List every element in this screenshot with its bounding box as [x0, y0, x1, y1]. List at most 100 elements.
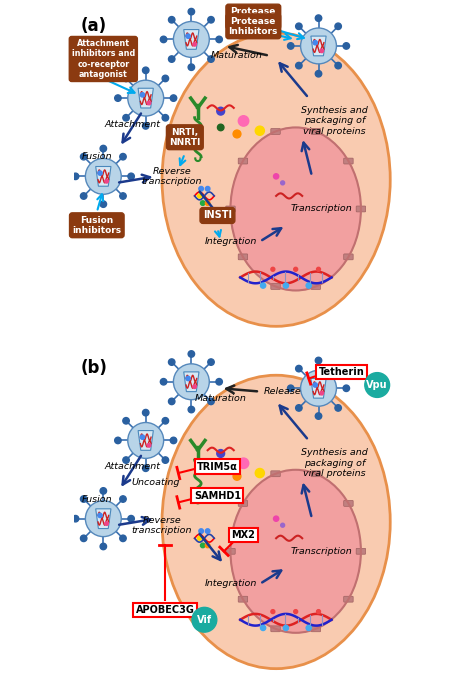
Text: Fusion: Fusion — [82, 494, 112, 503]
Circle shape — [123, 457, 129, 463]
Text: (b): (b) — [81, 359, 108, 377]
Circle shape — [98, 171, 102, 175]
Circle shape — [296, 366, 302, 372]
Circle shape — [216, 379, 222, 385]
FancyBboxPatch shape — [311, 626, 320, 632]
Circle shape — [173, 364, 210, 400]
Polygon shape — [138, 88, 153, 108]
Circle shape — [315, 413, 322, 419]
Circle shape — [85, 501, 121, 537]
FancyBboxPatch shape — [311, 284, 320, 289]
Circle shape — [123, 75, 129, 82]
Circle shape — [255, 469, 264, 477]
Circle shape — [162, 417, 169, 424]
Circle shape — [271, 267, 275, 271]
Polygon shape — [96, 166, 111, 186]
FancyBboxPatch shape — [226, 206, 235, 212]
Text: Transcription: Transcription — [291, 205, 353, 213]
Circle shape — [283, 283, 289, 288]
Circle shape — [233, 473, 241, 480]
Text: (a): (a) — [81, 16, 107, 35]
Text: TRIM5α: TRIM5α — [197, 462, 238, 471]
Text: SAMHD1: SAMHD1 — [194, 491, 241, 501]
Text: NRTI,
NNRTI: NRTI, NNRTI — [169, 128, 201, 147]
Text: Transcription: Transcription — [291, 547, 353, 556]
Circle shape — [123, 115, 129, 121]
Circle shape — [315, 70, 322, 77]
Circle shape — [168, 359, 175, 366]
Circle shape — [317, 267, 320, 271]
Circle shape — [335, 23, 341, 29]
Circle shape — [188, 351, 195, 357]
Circle shape — [100, 544, 107, 550]
Circle shape — [296, 23, 302, 29]
FancyBboxPatch shape — [238, 596, 247, 602]
Circle shape — [208, 56, 214, 62]
Text: APOBEC3G: APOBEC3G — [136, 605, 195, 615]
Polygon shape — [311, 36, 326, 56]
Circle shape — [105, 522, 109, 525]
Circle shape — [140, 93, 145, 97]
Circle shape — [238, 458, 249, 469]
FancyBboxPatch shape — [271, 471, 280, 477]
FancyBboxPatch shape — [344, 158, 353, 164]
Circle shape — [73, 516, 79, 522]
Ellipse shape — [230, 470, 361, 633]
Text: MX2: MX2 — [232, 530, 255, 540]
FancyBboxPatch shape — [238, 501, 247, 506]
Text: Reverse
transcription: Reverse transcription — [142, 166, 202, 186]
Circle shape — [208, 398, 214, 404]
Text: Release: Release — [264, 387, 301, 396]
Circle shape — [198, 194, 201, 198]
Circle shape — [168, 16, 175, 23]
Circle shape — [193, 385, 196, 389]
Circle shape — [283, 625, 289, 631]
Circle shape — [208, 16, 214, 23]
Text: Uncoating: Uncoating — [131, 478, 180, 488]
FancyBboxPatch shape — [344, 501, 353, 506]
Circle shape — [85, 158, 121, 194]
Circle shape — [343, 43, 349, 49]
Circle shape — [160, 36, 167, 43]
Circle shape — [201, 543, 205, 548]
Circle shape — [168, 398, 175, 404]
FancyBboxPatch shape — [356, 548, 365, 554]
Circle shape — [335, 404, 341, 411]
Text: Maturation: Maturation — [195, 394, 246, 402]
Circle shape — [186, 34, 190, 38]
Text: Vpu: Vpu — [366, 380, 388, 390]
Circle shape — [261, 625, 266, 631]
Circle shape — [261, 283, 266, 288]
Circle shape — [100, 145, 107, 152]
Circle shape — [335, 366, 341, 372]
Circle shape — [123, 417, 129, 424]
Circle shape — [238, 116, 249, 126]
Circle shape — [335, 62, 341, 69]
Circle shape — [320, 391, 324, 395]
Circle shape — [198, 536, 201, 540]
Text: Integration: Integration — [204, 237, 256, 246]
Circle shape — [205, 529, 210, 533]
Polygon shape — [138, 430, 153, 450]
Circle shape — [186, 376, 190, 381]
Circle shape — [162, 457, 169, 463]
Circle shape — [128, 173, 134, 179]
Circle shape — [288, 385, 294, 391]
Circle shape — [170, 437, 177, 444]
Text: Tetherin: Tetherin — [319, 367, 364, 377]
Circle shape — [218, 466, 224, 473]
Polygon shape — [184, 29, 199, 49]
Circle shape — [81, 496, 87, 502]
Text: Vif: Vif — [197, 614, 212, 625]
Circle shape — [73, 173, 79, 179]
Circle shape — [218, 124, 224, 131]
Circle shape — [301, 370, 337, 406]
Text: Synthesis and
packaging of
viral proteins: Synthesis and packaging of viral protein… — [301, 448, 368, 478]
Circle shape — [199, 529, 203, 533]
Ellipse shape — [230, 128, 361, 291]
Circle shape — [273, 174, 279, 179]
Text: Protease
Inhibitors: Protease Inhibitors — [228, 16, 278, 36]
Circle shape — [170, 95, 177, 102]
Circle shape — [188, 406, 195, 413]
Circle shape — [105, 179, 109, 183]
